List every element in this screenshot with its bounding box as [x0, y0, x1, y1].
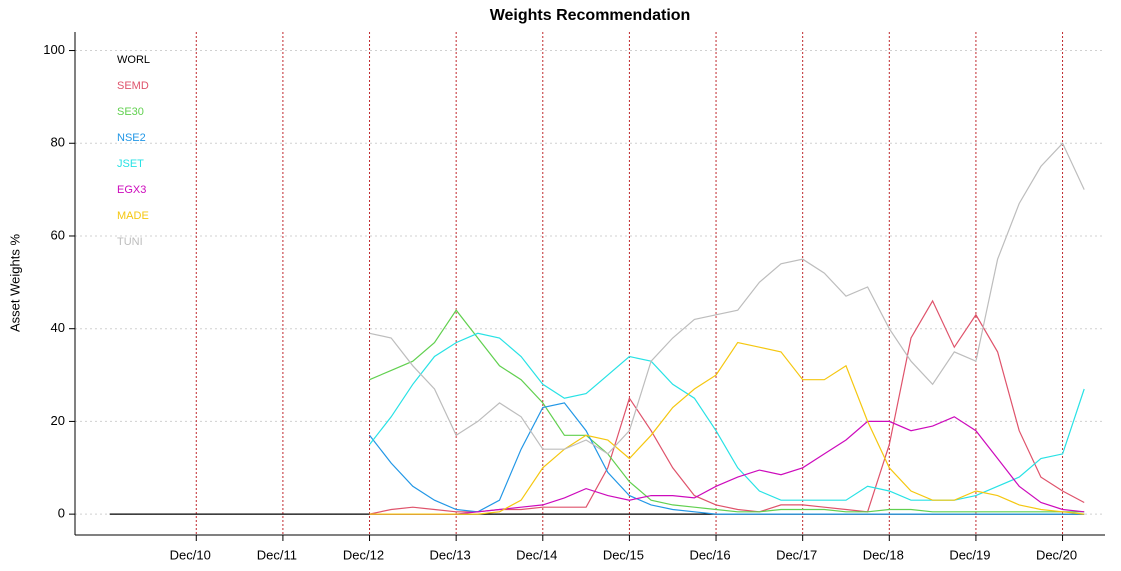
legend-label: NSE2: [117, 132, 146, 144]
series-line: [369, 309, 1085, 513]
axes: 0 20 40 60 80 100 Dec/10 Dec/11 Dec/12 Dec/13 Dec/…: [43, 32, 1105, 562]
series-line: [369, 402, 1085, 515]
y-tick-label: 60: [51, 227, 65, 242]
y-tick-label: 100: [43, 42, 65, 57]
x-tick-label: Dec/14: [516, 547, 557, 562]
legend-label: TUNI: [117, 236, 143, 248]
x-tick-label: Dec/11: [257, 547, 297, 562]
lines: [109, 142, 1085, 515]
legend-label: SEMD: [117, 80, 149, 92]
y-tick-label: 80: [51, 135, 65, 150]
y-tick-label: 20: [51, 413, 65, 428]
x-tick-label: Dec/15: [603, 547, 644, 562]
x-tick-label: Dec/18: [863, 547, 904, 562]
y-axis-label: Asset Weights %: [7, 234, 22, 332]
series-line: [369, 416, 1085, 515]
legend-label: SE30: [117, 106, 144, 118]
x-tick-label: Dec/19: [949, 547, 990, 562]
x-tick-label: Dec/20: [1036, 547, 1077, 562]
chart-title: Weights Recommendation: [490, 7, 691, 24]
y-tick-label: 40: [51, 320, 65, 335]
legend-label: MADE: [117, 210, 149, 222]
grid: [75, 32, 1105, 535]
legend-label: JSET: [117, 158, 144, 170]
x-tick-label: Dec/13: [430, 547, 471, 562]
x-tick-label: Dec/17: [776, 547, 817, 562]
series-line: [369, 142, 1085, 455]
legend-label: WORL: [117, 54, 150, 66]
series-line: [369, 341, 1085, 515]
y-tick-label: 0: [58, 506, 65, 521]
x-tick-label: Dec/10: [170, 547, 211, 562]
x-tick-label: Dec/16: [689, 547, 730, 562]
legend-label: EGX3: [117, 184, 146, 196]
x-tick-label: Dec/12: [343, 547, 384, 562]
series-line: [369, 332, 1085, 501]
